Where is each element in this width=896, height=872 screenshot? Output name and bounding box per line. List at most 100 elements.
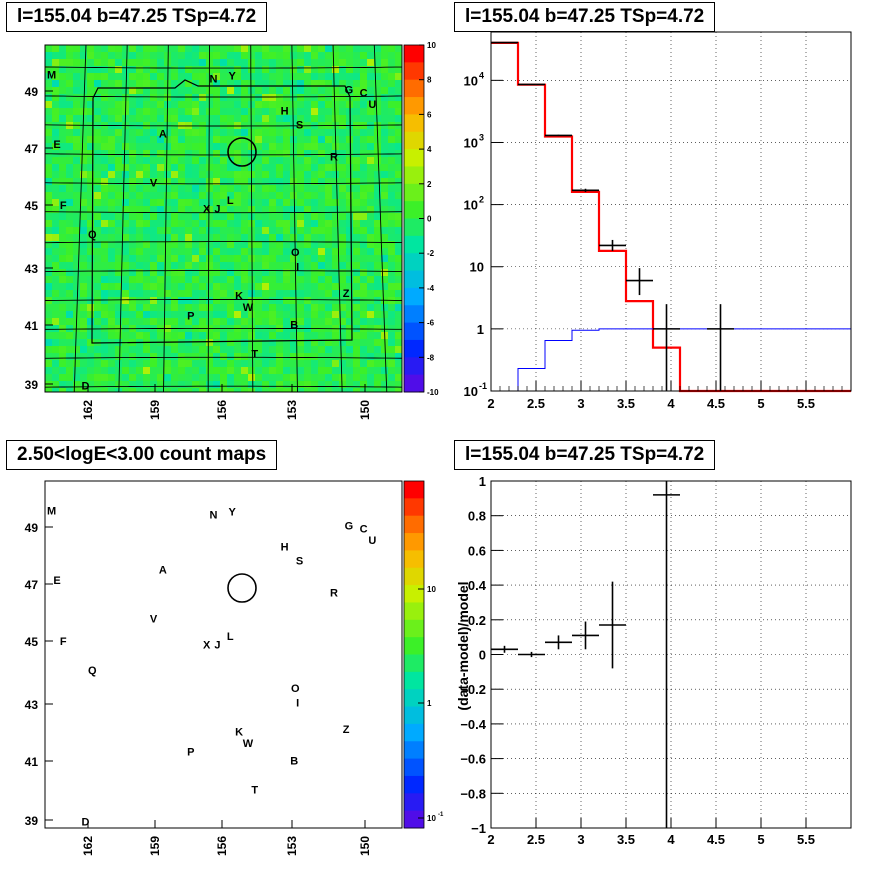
map-pixel (192, 164, 199, 171)
map-pixel (59, 381, 66, 388)
map-pixel (381, 537, 388, 544)
map-pixel (367, 621, 374, 628)
map-pixel (199, 360, 206, 367)
map-pixel (80, 656, 87, 663)
map-pixel (227, 199, 234, 206)
map-pixel (213, 565, 220, 572)
map-pixel (332, 388, 339, 392)
map-pixel (374, 726, 381, 733)
map-pixel (94, 677, 101, 684)
map-pixel (52, 698, 59, 705)
map-pixel (367, 150, 374, 157)
map-pixel (52, 782, 59, 789)
map-pixel (59, 388, 66, 392)
map-pixel (150, 388, 157, 392)
map-pixel (290, 621, 297, 628)
map-pixel (325, 360, 332, 367)
map-pixel (206, 586, 213, 593)
map-pixel (136, 248, 143, 255)
map-pixel (367, 178, 374, 185)
map-pixel (73, 530, 80, 537)
map-pixel (353, 740, 360, 747)
map-pixel (367, 516, 374, 523)
map-pixel (171, 642, 178, 649)
map-pixel (80, 495, 87, 502)
map-pixel (374, 488, 381, 495)
map-pixel (115, 600, 122, 607)
map-pixel (346, 311, 353, 318)
map-pixel (304, 523, 311, 530)
map-pixel (367, 705, 374, 712)
map-pixel (381, 663, 388, 670)
map-pixel (318, 87, 325, 94)
map-pixel (101, 733, 108, 740)
map-pixel (227, 367, 234, 374)
map-pixel (269, 59, 276, 66)
map-pixel (346, 677, 353, 684)
map-pixel (185, 719, 192, 726)
source-label-F: F (60, 200, 67, 212)
map-pixel (206, 304, 213, 311)
map-pixel (290, 94, 297, 101)
map-pixel (262, 353, 269, 360)
map-pixel (353, 733, 360, 740)
map-pixel (395, 339, 402, 346)
map-pixel (353, 565, 360, 572)
map-pixel (381, 227, 388, 234)
map-pixel (311, 213, 318, 220)
map-pixel (290, 481, 297, 488)
map-pixel (311, 269, 318, 276)
map-pixel (353, 649, 360, 656)
map-pixel (171, 80, 178, 87)
map-pixel (360, 80, 367, 87)
map-pixel (332, 276, 339, 283)
map-pixel (178, 213, 185, 220)
map-pixel (45, 325, 52, 332)
map-pixel (311, 220, 318, 227)
x-tick-label: 162 (81, 400, 95, 420)
map-pixel (59, 768, 66, 775)
map-pixel (66, 220, 73, 227)
map-pixel (45, 614, 52, 621)
map-pixel (388, 157, 395, 164)
data-point (626, 268, 653, 296)
map-pixel (283, 614, 290, 621)
map-pixel (241, 628, 248, 635)
map-pixel (87, 185, 94, 192)
map-pixel (192, 157, 199, 164)
map-pixel (80, 262, 87, 269)
map-pixel (381, 530, 388, 537)
map-pixel (227, 388, 234, 392)
map-pixel (59, 213, 66, 220)
map-pixel (367, 509, 374, 516)
map-pixel (213, 52, 220, 59)
map-pixel (395, 586, 402, 593)
map-pixel (297, 276, 304, 283)
map-pixel (45, 353, 52, 360)
map-pixel (346, 213, 353, 220)
map-pixel (367, 171, 374, 178)
map-pixel (45, 59, 52, 66)
map-pixel (73, 775, 80, 782)
map-pixel (199, 754, 206, 761)
map-pixel (80, 164, 87, 171)
map-pixel (220, 192, 227, 199)
map-pixel (269, 698, 276, 705)
map-pixel (192, 607, 199, 614)
map-pixel (325, 537, 332, 544)
map-pixel (150, 332, 157, 339)
map-pixel (276, 586, 283, 593)
map-pixel (290, 346, 297, 353)
map-pixel (185, 164, 192, 171)
map-pixel (164, 220, 171, 227)
map-pixel (311, 290, 318, 297)
map-pixel (283, 94, 290, 101)
map-pixel (220, 579, 227, 586)
map-pixel (360, 614, 367, 621)
map-pixel (388, 551, 395, 558)
map-pixel (80, 537, 87, 544)
map-pixel (339, 495, 346, 502)
map-pixel (94, 586, 101, 593)
map-pixel (66, 733, 73, 740)
map-pixel (213, 656, 220, 663)
